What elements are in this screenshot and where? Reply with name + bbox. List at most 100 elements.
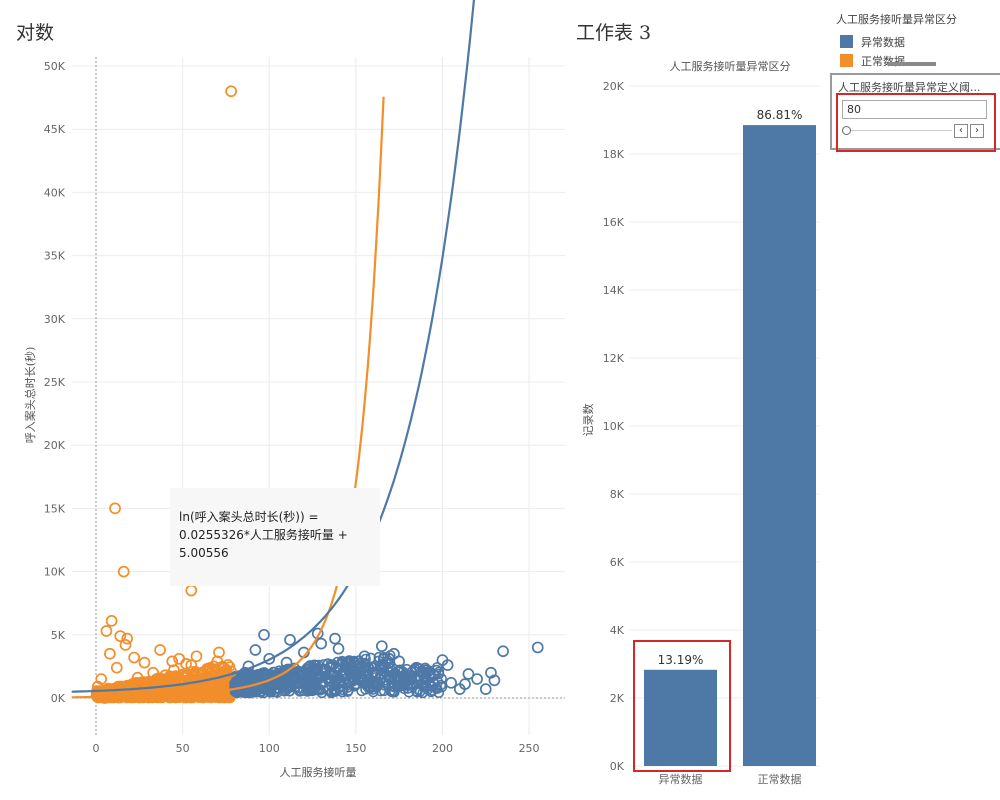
scatter-point-normal[interactable] [225, 85, 237, 98]
parameter-decrement-button[interactable]: ‹ [954, 124, 968, 138]
scatter-point-abnormal[interactable] [415, 665, 428, 678]
scatter-point-abnormal[interactable] [239, 666, 251, 679]
scatter-point-abnormal[interactable] [459, 678, 471, 690]
scatter-point-abnormal[interactable] [294, 684, 307, 697]
scatter-point-normal[interactable] [180, 658, 192, 670]
scatter-point-abnormal[interactable] [358, 650, 371, 663]
scatter-point-abnormal[interactable] [445, 676, 457, 689]
scatter-point-abnormal[interactable] [349, 678, 362, 690]
scatter-x-tick-label: 200 [432, 742, 453, 755]
scatter-point-abnormal[interactable] [324, 673, 336, 685]
scatter-point-abnormal[interactable] [346, 663, 359, 675]
scatter-point-normal[interactable] [116, 682, 128, 694]
bar-y-tick-label: 18K [603, 148, 625, 161]
scatter-point-abnormal[interactable] [263, 652, 276, 665]
scatter-point-abnormal[interactable] [479, 683, 492, 696]
scatter-point-abnormal[interactable] [306, 664, 319, 677]
legend-label-abnormal: 异常数据 [861, 35, 905, 49]
scatter-point-normal[interactable] [185, 584, 198, 597]
scatter-point-abnormal [322, 685, 334, 696]
scatter-point-normal[interactable] [119, 639, 132, 651]
scatter-point-normal[interactable] [128, 651, 140, 664]
parameter-value-input[interactable] [842, 100, 987, 119]
scatter-point-normal[interactable] [190, 650, 203, 663]
scatter-point-abnormal[interactable] [329, 632, 341, 645]
bar-normal[interactable] [743, 125, 816, 767]
scatter-point-abnormal [310, 679, 322, 691]
scatter-point-normal[interactable] [154, 644, 166, 656]
scatter-point-normal[interactable] [225, 665, 237, 678]
tooltip-line-2: 0.0255326*人工服务接听量 + [179, 528, 348, 542]
scatter-point-abnormal[interactable] [471, 673, 483, 685]
parameter-increment-button[interactable]: › [970, 124, 984, 138]
scatter-point-abnormal[interactable] [284, 634, 296, 646]
scatter-point-normal[interactable] [117, 565, 130, 578]
scatter-point-normal[interactable] [204, 675, 217, 688]
legend-item-abnormal[interactable]: 异常数据 [836, 32, 1000, 51]
scatter-x-axis-label: 人工服务接听量 [280, 766, 357, 779]
scatter-point-normal[interactable] [213, 646, 225, 659]
scatter-point-abnormal[interactable] [272, 669, 284, 682]
scatter-point-abnormal[interactable] [384, 671, 397, 684]
bar-chart[interactable]: 人工服务接听量异常区分 0K 2K 4K 6K 8K 10K 12K 14K 16K 18K 20K… [570, 0, 840, 800]
scatter-point-normal[interactable] [114, 630, 127, 642]
bar-category-label: 异常数据 [659, 772, 703, 786]
scatter-point-normal[interactable] [138, 656, 151, 669]
scatter-point-normal[interactable] [105, 615, 118, 627]
scatter-point-abnormal[interactable] [485, 666, 497, 679]
scatter-point-normal[interactable] [109, 502, 121, 515]
scatter-point-abnormal [392, 673, 403, 685]
scatter-point-normal[interactable] [169, 670, 182, 683]
legend-swatch-abnormal [840, 35, 853, 48]
scatter-point-normal[interactable] [121, 632, 134, 645]
scatter-point-abnormal[interactable] [497, 645, 509, 658]
scatter-point-normal[interactable] [197, 668, 210, 680]
scatter-point-abnormal[interactable] [441, 659, 454, 671]
legend-swatch-normal [840, 54, 853, 67]
scatter-point-abnormal[interactable] [401, 682, 414, 694]
scatter-point-normal[interactable] [185, 659, 198, 671]
scatter-point-abnormal[interactable] [531, 641, 544, 654]
scatter-point-abnormal[interactable] [462, 668, 475, 680]
trend-line-tooltip: ln(呼入案头总时长(秒)) = 0.0255326*人工服务接听量 + 5.0… [170, 488, 380, 586]
scatter-chart[interactable]: 0K 5K 10K 15K 20K 25K 30K 35K 40K 45K 50K 0 50 100 15… [0, 0, 570, 800]
scatter-point-normal[interactable] [166, 655, 179, 668]
bar-y-tick-label: 12K [603, 352, 625, 365]
scatter-point-abnormal[interactable] [332, 642, 345, 655]
scatter-point-normal[interactable] [110, 661, 123, 674]
scatter-point-abnormal[interactable] [280, 656, 293, 669]
scatter-point-abnormal[interactable] [375, 640, 388, 653]
trend-line-abnormal[interactable] [71, 0, 564, 693]
scatter-point-abnormal[interactable] [367, 666, 380, 679]
scatter-point-normal[interactable] [147, 666, 160, 679]
parameter-slider[interactable] [842, 126, 952, 136]
scatter-point-abnormal [385, 685, 396, 697]
trend-line-normal[interactable] [71, 96, 385, 699]
scatter-point-normal [186, 666, 198, 677]
scatter-point-abnormal [338, 669, 349, 681]
scatter-point-normal[interactable] [100, 625, 113, 637]
scatter-point-abnormal[interactable] [419, 675, 431, 688]
slider-knob[interactable] [842, 126, 851, 135]
bar-y-tick-label: 14K [603, 284, 625, 297]
scatter-point-normal [169, 692, 181, 704]
scatter-point-normal[interactable] [194, 678, 206, 690]
bar-data-label: 86.81% [757, 108, 803, 122]
scatter-y-tick-label: 0K [51, 692, 66, 705]
bar-abnormal[interactable] [644, 669, 717, 766]
scatter-point-abnormal[interactable] [258, 628, 270, 641]
scatter-point-abnormal[interactable] [363, 680, 376, 693]
scatter-point-abnormal[interactable] [254, 685, 267, 698]
scatter-point-normal[interactable] [104, 647, 116, 660]
scatter-point-normal [215, 692, 227, 703]
scatter-point-normal[interactable] [131, 671, 144, 684]
scatter-point-abnormal[interactable] [388, 647, 400, 660]
scatter-point-abnormal[interactable] [249, 644, 262, 656]
scatter-y-axis-label: 呼入案头总时长(秒) [23, 347, 37, 444]
legend-item-normal[interactable]: 正常数据 [836, 51, 1000, 70]
scatter-point-abnormal [386, 680, 398, 692]
scatter-point-normal[interactable] [207, 660, 220, 673]
scatter-point-abnormal[interactable] [427, 669, 440, 682]
scatter-point-abnormal[interactable] [315, 637, 328, 650]
bar-y-tick-label: 4K [610, 624, 625, 637]
